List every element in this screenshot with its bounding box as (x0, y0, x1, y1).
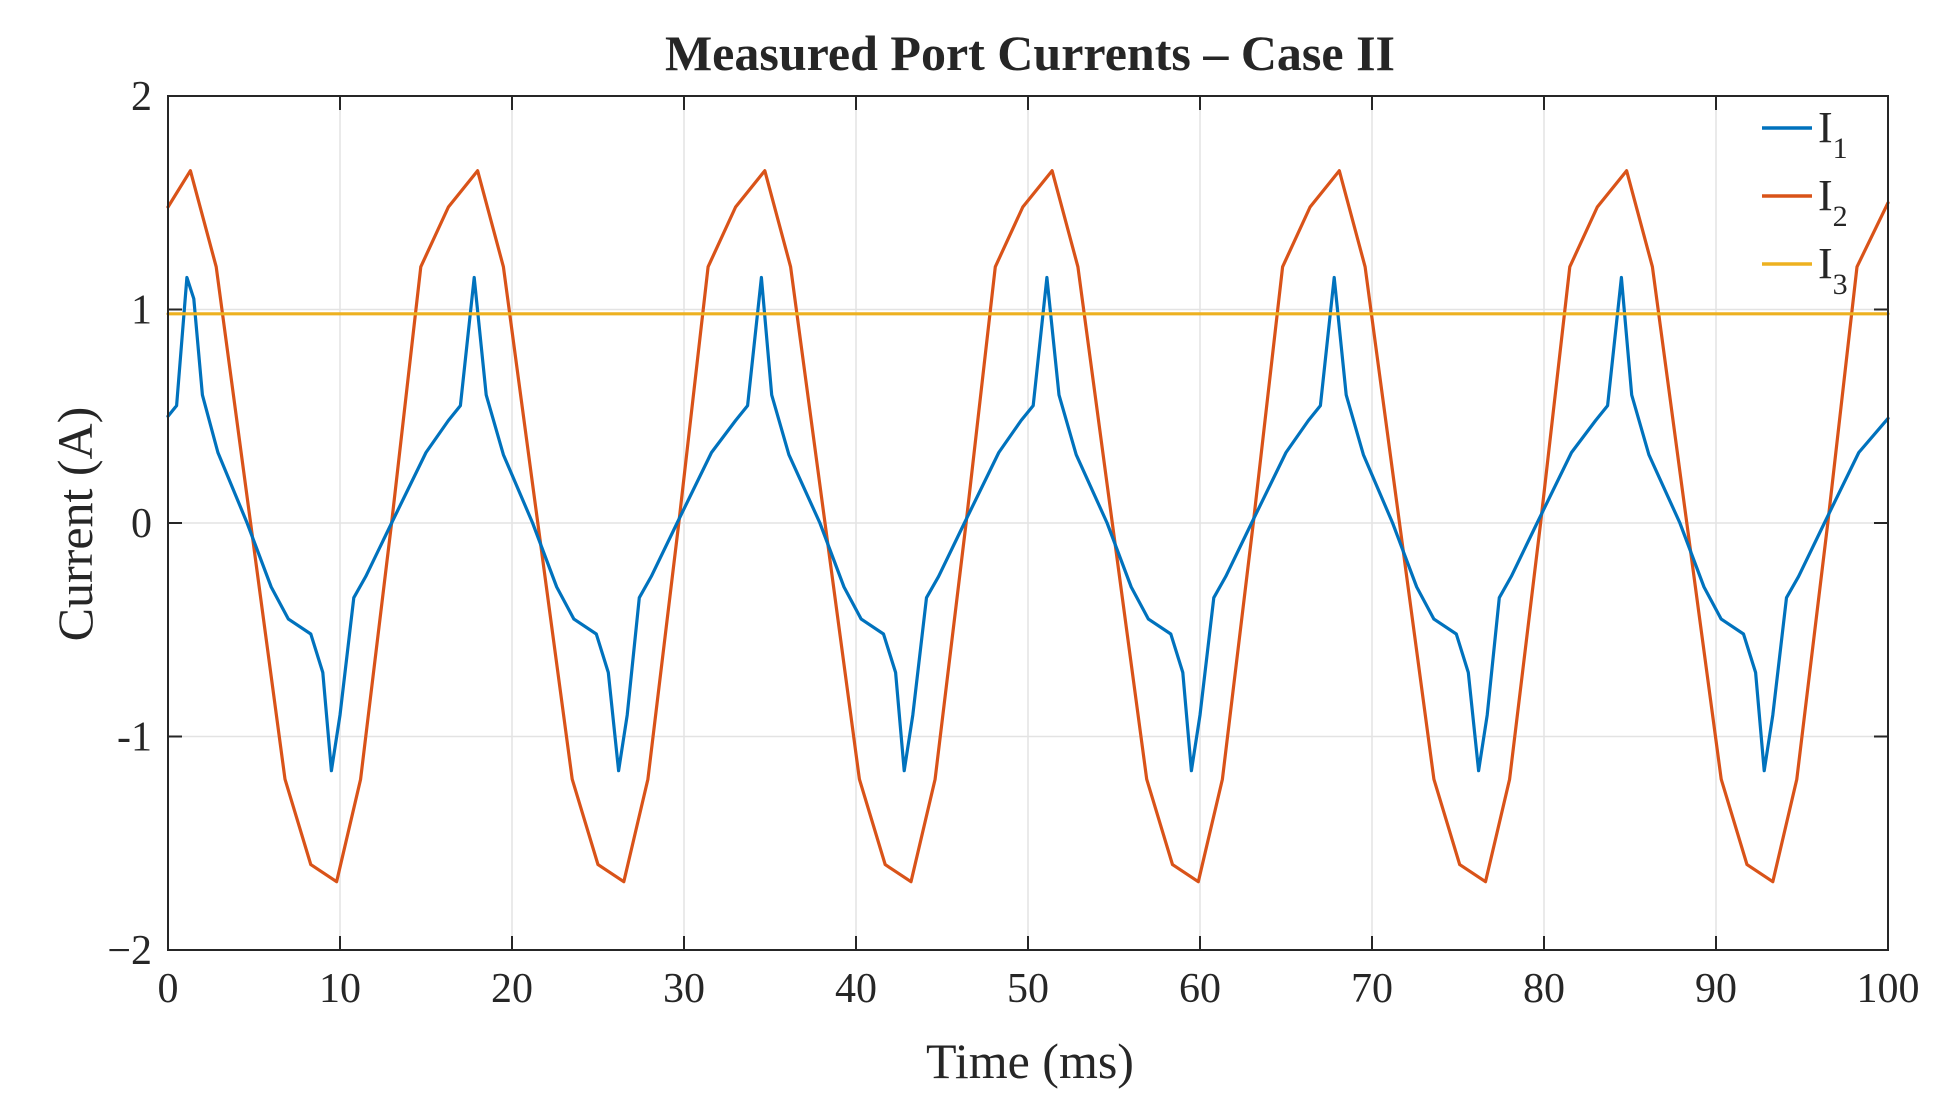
y-tick-label: 2 (131, 74, 152, 120)
x-tick-label: 60 (1179, 966, 1221, 1012)
x-axis-label: Time (ms) (926, 1033, 1134, 1089)
x-tick-label: 100 (1857, 966, 1920, 1012)
y-tick-label: -1 (117, 715, 152, 761)
y-tick-label: 0 (131, 501, 152, 547)
y-tick-label: 1 (131, 288, 152, 334)
y-tick-label: −2 (107, 928, 152, 974)
x-tick-label: 10 (319, 966, 361, 1012)
legend-subscript: 2 (1833, 200, 1848, 233)
x-tick-label: 80 (1523, 966, 1565, 1012)
y-axis-label: Current (A) (47, 407, 103, 642)
series-lines (166, 169, 1890, 884)
series-line-i1 (166, 275, 1890, 773)
chart-title: Measured Port Currents – Case II (665, 25, 1395, 81)
x-tick-label: 30 (663, 966, 705, 1012)
x-tick-label: 90 (1695, 966, 1737, 1012)
legend-subscript: 1 (1833, 132, 1848, 165)
x-tick-label: 20 (491, 966, 533, 1012)
x-tick-label: 0 (158, 966, 179, 1012)
x-tick-label: 40 (835, 966, 877, 1012)
x-tick-label: 70 (1351, 966, 1393, 1012)
legend-subscript: 3 (1833, 268, 1848, 301)
x-tick-label: 50 (1007, 966, 1049, 1012)
series-line-i2 (166, 169, 1890, 884)
